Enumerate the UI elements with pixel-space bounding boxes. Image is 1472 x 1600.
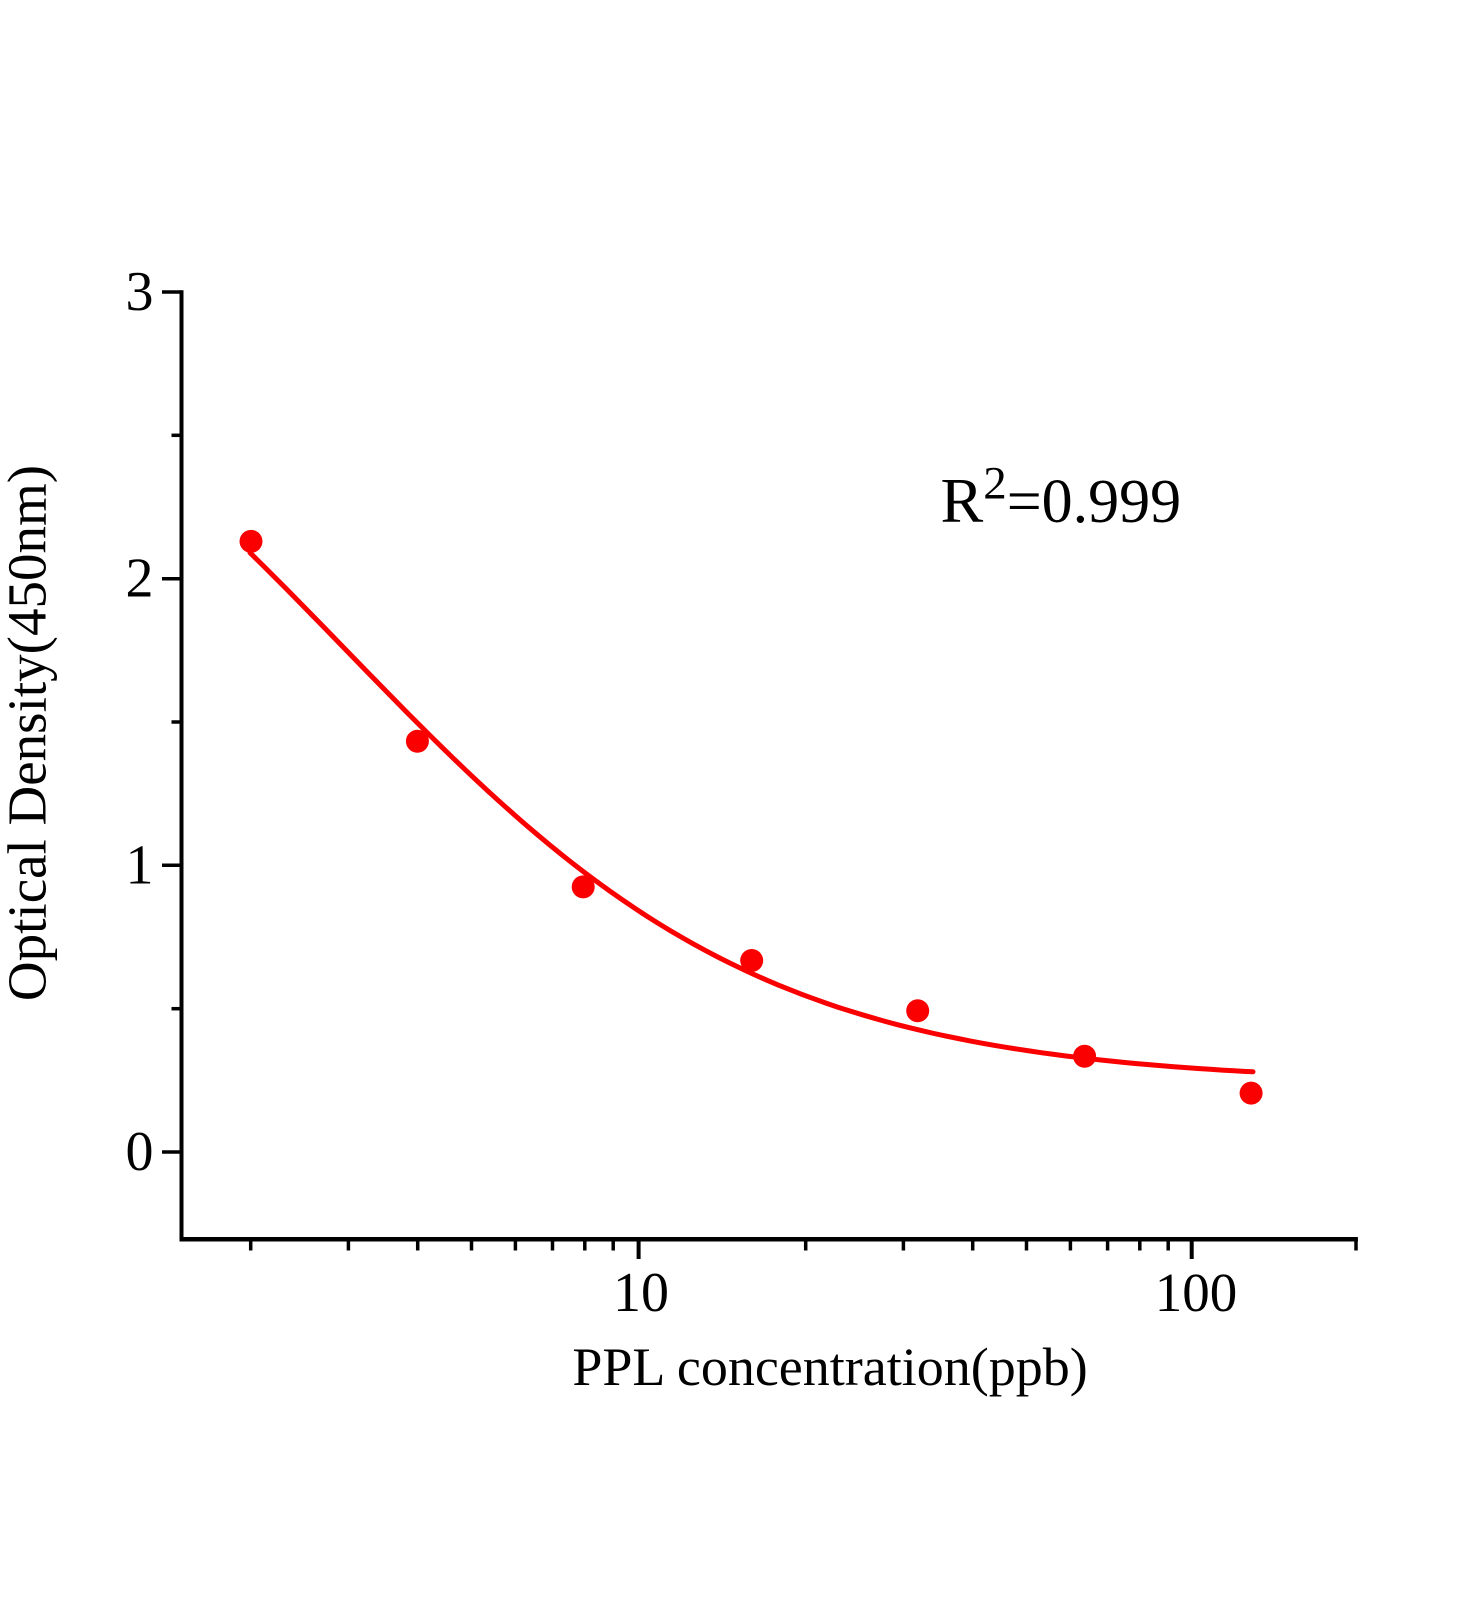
svg-text:1: 1 [126, 834, 154, 896]
svg-text:Optical Density(450nm): Optical Density(450nm) [0, 465, 58, 1001]
svg-text:2: 2 [126, 548, 154, 610]
svg-text:10: 10 [613, 1262, 669, 1324]
svg-text:R2=0.999: R2=0.999 [941, 458, 1182, 537]
svg-text:3: 3 [126, 261, 154, 323]
svg-text:100: 100 [1155, 1262, 1238, 1323]
svg-text:PPL concentration(ppb): PPL concentration(ppb) [572, 1337, 1087, 1397]
svg-text:0: 0 [126, 1121, 154, 1183]
